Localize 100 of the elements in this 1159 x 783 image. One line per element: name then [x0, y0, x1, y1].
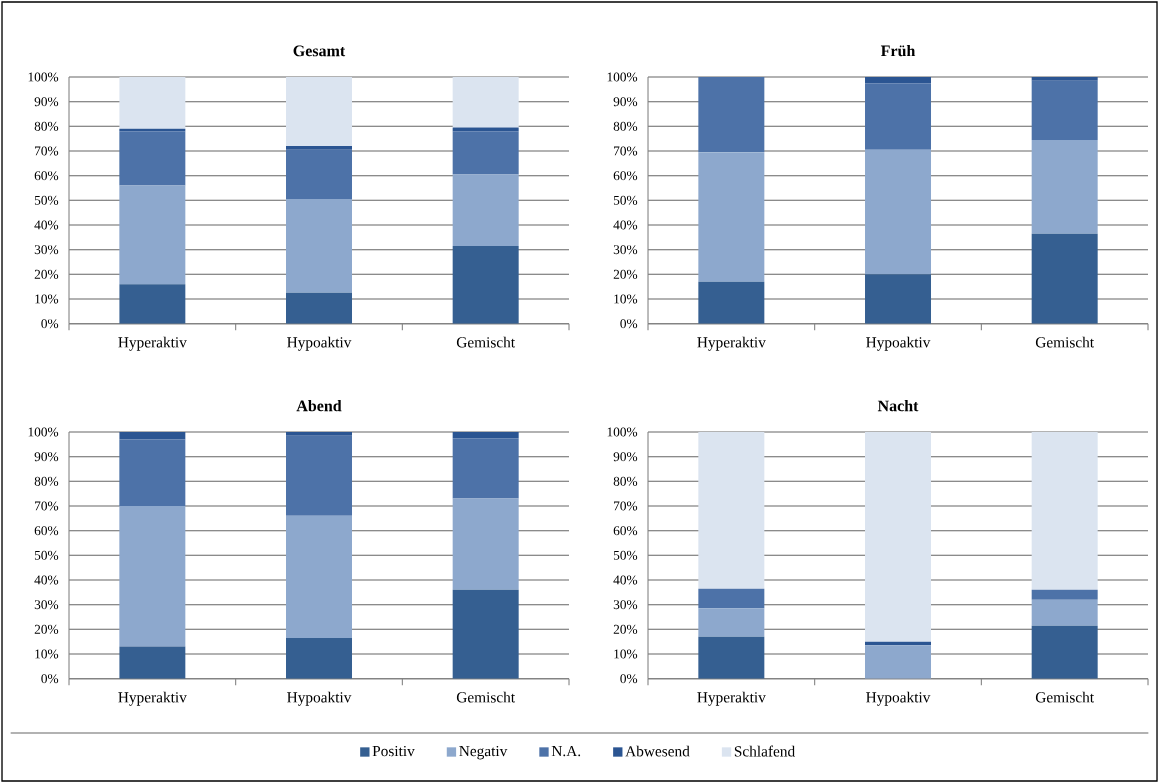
- bar: [286, 292, 353, 324]
- bar: [865, 77, 932, 84]
- x-tick-label: Gemischt: [1035, 336, 1094, 348]
- y-tick-label: 50%: [613, 550, 638, 560]
- bar: [698, 152, 765, 282]
- bar: [1031, 432, 1098, 590]
- y-tick-label: 90%: [613, 97, 638, 107]
- bar: [119, 284, 186, 324]
- bar: [119, 131, 186, 186]
- y-tick-label: 60%: [613, 171, 638, 181]
- y-tick-label: 0%: [41, 319, 59, 329]
- legend-label: N.A.: [551, 745, 581, 757]
- x-tick-label: Hyperaktiv: [118, 336, 187, 351]
- legend-label: Negativ: [459, 745, 508, 760]
- bar: [452, 498, 519, 590]
- y-tick-label: 0%: [620, 319, 638, 329]
- bar: [1031, 233, 1098, 324]
- bar: [698, 608, 765, 637]
- y-tick-label: 30%: [34, 600, 59, 610]
- bar: [286, 432, 353, 436]
- bar: [286, 515, 353, 638]
- y-tick-label: 70%: [614, 146, 638, 156]
- bar: [865, 645, 932, 679]
- legend-label: Abwesend: [625, 745, 690, 757]
- bar: [119, 646, 186, 679]
- chart-title: Abend: [296, 400, 342, 412]
- x-tick-label: Hypoaktiv: [287, 691, 352, 706]
- legend-label: Positiv: [372, 745, 415, 757]
- x-tick-label: Hypoaktiv: [866, 336, 931, 351]
- x-tick-label: Hypoaktiv: [866, 691, 931, 706]
- y-tick-label: 10%: [614, 294, 638, 304]
- y-tick-label: 60%: [34, 526, 59, 536]
- y-tick-label: 60%: [613, 526, 638, 536]
- x-tick-label: Gemischt: [456, 691, 515, 703]
- bar: [452, 589, 519, 679]
- bar: [286, 146, 353, 150]
- y-tick-label: 20%: [34, 624, 59, 634]
- y-tick-label: 100%: [607, 427, 638, 437]
- x-tick-label: Hyperaktiv: [697, 691, 766, 706]
- bar: [119, 432, 186, 440]
- x-tick-label: Hyperaktiv: [118, 691, 187, 706]
- x-tick-label: Hyperaktiv: [697, 336, 766, 351]
- y-tick-label: 30%: [34, 245, 59, 255]
- y-tick-label: 80%: [613, 121, 638, 131]
- y-tick-label: 70%: [614, 501, 638, 511]
- bar: [1031, 77, 1098, 81]
- bar: [1031, 139, 1098, 234]
- bar: [286, 199, 353, 293]
- y-tick-label: 80%: [34, 121, 59, 131]
- y-tick-label: 70%: [35, 501, 59, 511]
- y-tick-label: 10%: [614, 649, 638, 659]
- bar: [698, 432, 765, 589]
- y-tick-label: 100%: [28, 72, 59, 82]
- bar: [286, 77, 353, 147]
- bar: [452, 174, 519, 246]
- y-tick-label: 100%: [607, 72, 638, 82]
- y-tick-label: 20%: [613, 269, 638, 279]
- y-tick-label: 90%: [34, 452, 59, 462]
- bar: [698, 636, 765, 679]
- bar: [698, 588, 765, 609]
- bar: [865, 432, 932, 642]
- bar: [119, 506, 186, 647]
- bar: [1031, 80, 1098, 140]
- y-tick-label: 40%: [613, 575, 638, 585]
- y-tick-label: 90%: [613, 452, 638, 462]
- bar: [865, 149, 932, 275]
- chart-title: Gesamt: [293, 45, 346, 57]
- bar: [1031, 625, 1098, 679]
- y-tick-label: 50%: [34, 550, 59, 560]
- bar: [119, 77, 186, 129]
- bar: [286, 435, 353, 516]
- x-tick-label: Hypoaktiv: [287, 336, 352, 351]
- y-tick-label: 0%: [620, 674, 638, 684]
- legend-label: Schlafend: [734, 745, 795, 757]
- bar: [452, 131, 519, 175]
- chart-title: Nacht: [877, 400, 919, 412]
- y-tick-label: 90%: [34, 97, 59, 107]
- bar: [119, 439, 186, 506]
- y-tick-label: 10%: [35, 649, 59, 659]
- y-tick-label: 60%: [34, 171, 59, 181]
- y-tick-label: 0%: [41, 674, 59, 684]
- bar: [1031, 599, 1098, 626]
- y-tick-label: 50%: [613, 195, 638, 205]
- bar: [452, 438, 519, 499]
- y-tick-label: 30%: [613, 600, 638, 610]
- bar: [452, 432, 519, 439]
- y-tick-label: 100%: [28, 427, 59, 437]
- bar: [1031, 589, 1098, 600]
- y-tick-label: 10%: [35, 294, 59, 304]
- bar: [286, 637, 353, 679]
- x-tick-label: Gemischt: [1035, 691, 1094, 703]
- bar: [698, 77, 765, 153]
- x-tick-label: Gemischt: [456, 336, 515, 348]
- y-tick-label: 30%: [613, 245, 638, 255]
- y-tick-label: 70%: [35, 146, 59, 156]
- y-tick-label: 40%: [34, 575, 59, 585]
- bar: [865, 83, 932, 150]
- bar: [452, 245, 519, 324]
- y-tick-label: 20%: [34, 269, 59, 279]
- y-tick-label: 80%: [34, 476, 59, 486]
